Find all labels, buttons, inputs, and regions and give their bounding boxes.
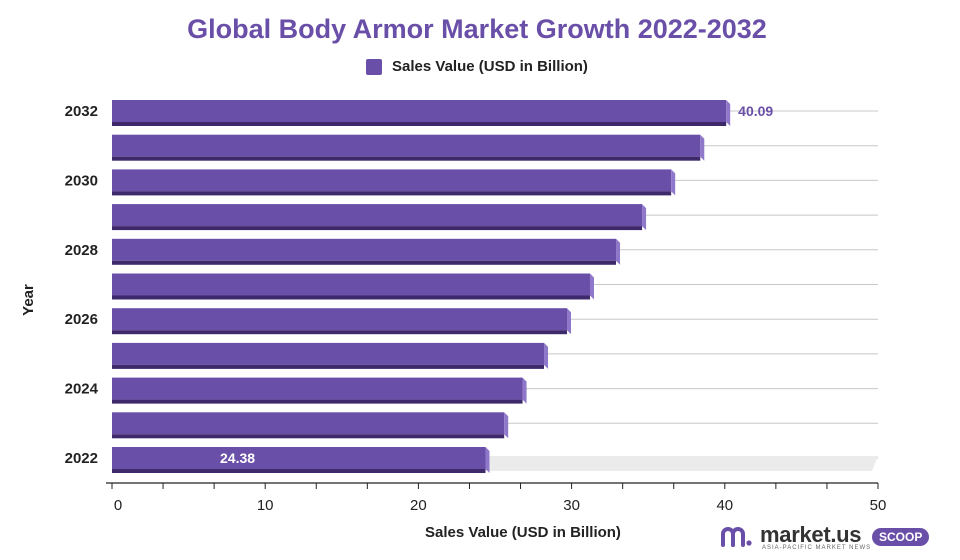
x-tick-label: 40 [716,497,733,514]
bar [112,169,672,192]
bar [112,238,617,261]
x-axis-title: Sales Value (USD in Billion) [425,524,621,541]
bar [112,100,727,122]
data-label: 40.09 [738,103,773,119]
y-tick-label: 2022 [65,450,98,467]
bar [112,204,643,227]
y-tick-label: 2024 [65,381,99,398]
brand-tagline: ASIA-PACIFIC MARKET NEWS [762,545,872,551]
bar-shadow [112,434,505,439]
bar-side [671,169,676,196]
brand-mark-icon [721,527,752,547]
bar-side [544,342,549,369]
y-axis-title: Year [20,284,37,316]
legend: Sales Value (USD in Billion) [0,58,954,75]
bar-shadow [112,295,590,300]
y-tick-label: 2030 [65,172,98,189]
brand-badge: SCOOP [872,528,930,546]
bar [112,134,701,157]
bar-side [726,100,731,126]
bar-shadow [112,364,545,369]
brand-logo: market.us SCOOP ASIA-PACIFIC MARKET NEWS [720,522,935,552]
bar [112,447,486,469]
bar-side [522,377,527,404]
data-label: 24.38 [220,450,255,466]
bar [112,412,505,435]
y-tick-label: 2028 [65,242,98,259]
bar-side [700,134,705,161]
bar-side [504,412,509,439]
legend-label: Sales Value (USD in Billion) [392,58,588,75]
bar-shadow [112,469,486,473]
x-tick-label: 30 [563,497,580,514]
chart-title: Global Body Armor Market Growth 2022-203… [187,14,767,44]
bar-shadow [112,260,617,265]
bar-shadow [112,122,727,126]
bar-side [642,204,647,231]
bar-side [589,273,594,300]
y-tick-label: 2026 [65,311,98,328]
bar-side [485,447,490,473]
x-tick-label: 20 [410,497,427,514]
bar-side [567,308,572,335]
bar-shadow [112,226,643,231]
bar [112,342,545,365]
bar-shadow [112,156,701,161]
brand-name: market.us [760,522,862,547]
bar [112,377,523,400]
bar [112,273,590,296]
bar-shadow [112,399,523,404]
bar-shadow [112,191,672,196]
y-tick-label: 2032 [65,103,98,120]
x-tick-label: 10 [257,497,274,514]
bar [112,308,568,331]
x-tick-label: 50 [870,497,887,514]
legend-swatch [366,58,383,75]
bar-shadow [112,330,568,335]
x-tick-label: 0 [114,497,122,514]
bar-side [616,238,621,265]
